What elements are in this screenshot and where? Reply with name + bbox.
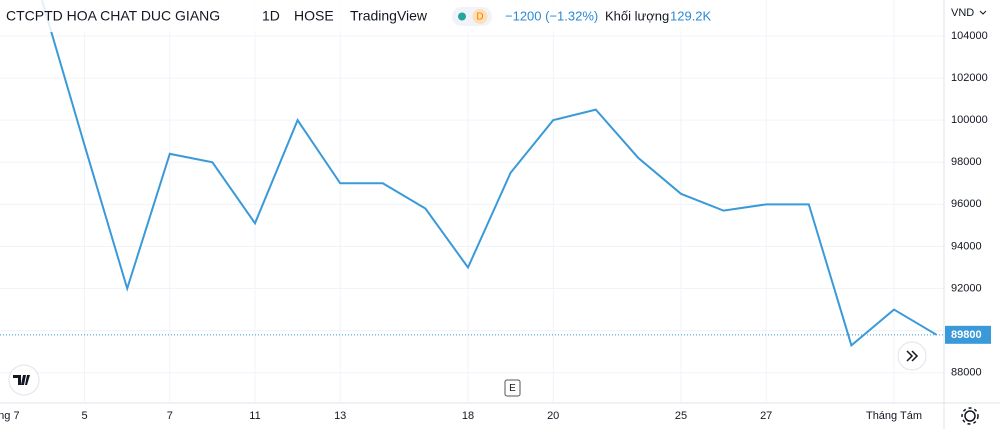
last-price-box (945, 325, 991, 344)
x-tick-label: Tháng 7 (0, 410, 20, 422)
settings-icon[interactable] (961, 407, 979, 425)
volume: 129.2K (670, 8, 712, 23)
source: TradingView (350, 8, 428, 24)
last-price-label: 89800 (951, 329, 982, 341)
x-tick-label: 13 (334, 410, 346, 422)
header-bg (0, 0, 720, 32)
x-tick-label: 7 (167, 410, 173, 422)
status-dot (458, 12, 466, 21)
x-tick-label: 25 (675, 410, 687, 422)
price-line (41, 0, 938, 348)
y-tick-label: 96000 (951, 198, 982, 210)
x-tick-label: Tháng Tám (866, 410, 922, 422)
x-tick-label: 18 (462, 410, 474, 422)
event-marker: E (509, 383, 516, 394)
tv-logo (8, 364, 40, 396)
y-tick-label: 102000 (951, 72, 988, 84)
x-tick-label: 20 (547, 410, 559, 422)
x-tick-label: 27 (760, 410, 772, 422)
badge-bg (472, 9, 488, 24)
exchange: HOSE (294, 8, 334, 24)
y-tick-label: 92000 (951, 282, 982, 294)
y-axis-label: VND (951, 7, 974, 19)
interval: 1D (262, 8, 280, 24)
volume-label: Khối lượng (605, 8, 669, 23)
scroll-button[interactable] (897, 341, 927, 371)
x-tick-label: 5 (82, 410, 88, 422)
y-tick-label: 88000 (951, 367, 982, 379)
change: −1200 (−1.32%) (505, 8, 598, 23)
plot (41, 0, 938, 348)
event-box (504, 379, 521, 397)
dropdown-icon (979, 10, 987, 15)
y-tick-label: 98000 (951, 156, 982, 168)
y-tick-label: 100000 (951, 114, 988, 126)
y-tick-label: 94000 (951, 240, 982, 252)
chart-title: CTCPTD HOA CHAT DUC GIANG (6, 8, 220, 24)
x-tick-label: 11 (249, 410, 260, 422)
badge: D (476, 12, 483, 23)
y-tick-label: 104000 (951, 30, 988, 42)
grid (0, 0, 944, 403)
